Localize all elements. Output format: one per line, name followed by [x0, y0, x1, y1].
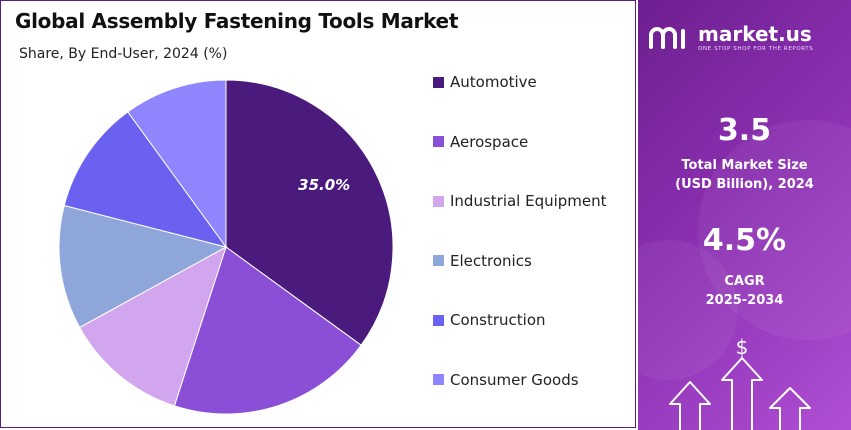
legend-swatch: [433, 76, 444, 88]
legend-label: Aerospace: [450, 132, 529, 151]
brand[interactable]: market.us ONE STOP SHOP FOR THE REPORTS: [648, 24, 813, 52]
data-label: 35.0%: [298, 176, 350, 194]
pie-slice-construction: [63, 111, 228, 248]
cagr-label-1: CAGR: [724, 274, 765, 289]
info-panel: market.us ONE STOP SHOP FOR THE REPORTS …: [638, 0, 851, 430]
legend-label: Construction: [450, 311, 546, 329]
legend-swatch: [433, 255, 444, 266]
legend-item: Electronics: [433, 252, 532, 270]
pie-chart: 35.0%: [58, 79, 394, 415]
market-us-logo-icon: [649, 27, 685, 49]
legend-swatch: [433, 314, 444, 326]
market-size-label-2: (USD Billion), 2024: [675, 177, 814, 192]
svg-text:$: $: [736, 335, 749, 359]
brand-tagline: ONE STOP SHOP FOR THE REPORTS: [698, 46, 814, 52]
chart-panel: Global Assembly Fastening Tools Market S…: [0, 0, 636, 428]
pie-slice-automotive: [225, 79, 394, 346]
market-size-value: 3.5: [717, 113, 772, 148]
legend-item: Construction: [433, 311, 546, 329]
legend-swatch: [433, 374, 444, 385]
chart-subtitle: Share, By End-User, 2024 (%): [19, 46, 228, 62]
legend-swatch: [433, 136, 444, 147]
pie-slice-aerospace: [173, 246, 362, 415]
pie-slice-electronics: [58, 204, 228, 329]
pie-slice-industrial-equipment: [78, 245, 227, 407]
cagr-value: 4.5%: [702, 223, 787, 258]
legend-swatch: [433, 195, 444, 207]
brand-name: market.us: [698, 22, 812, 46]
growth-arrows-icon: $: [669, 335, 811, 430]
pie-slice-consumer-goods: [127, 79, 227, 249]
legend-item: Industrial Equipment: [433, 192, 607, 210]
legend-item: Aerospace: [433, 133, 528, 151]
legend-item: Automotive: [433, 73, 537, 91]
legend-label: Automotive: [450, 73, 537, 91]
cagr-label-2: 2025-2034: [705, 293, 784, 308]
legend-label: Electronics: [450, 251, 532, 270]
legend-label: Industrial Equipment: [450, 192, 607, 210]
legend-item: Consumer Goods: [433, 371, 579, 389]
legend-label: Consumer Goods: [450, 370, 579, 389]
market-size-label-1: Total Market Size: [681, 158, 808, 173]
dollar-icon: $: [736, 335, 749, 359]
chart-title: Global Assembly Fastening Tools Market: [15, 9, 459, 33]
